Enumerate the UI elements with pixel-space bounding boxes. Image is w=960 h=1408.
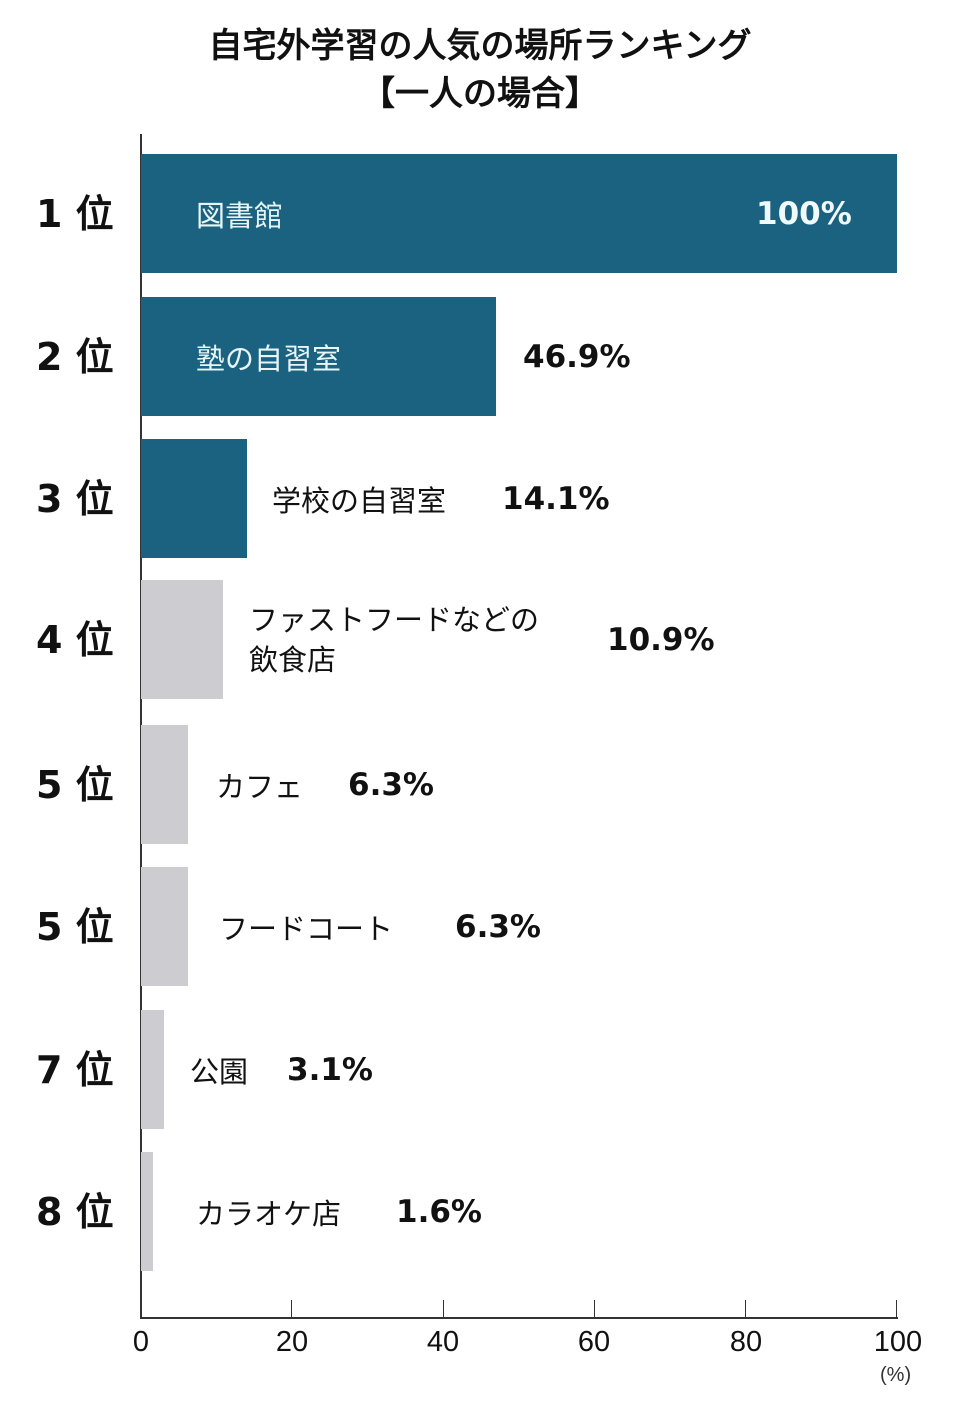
x-tick-label: 20 (275, 1326, 309, 1358)
category-label: 図書館 (196, 199, 284, 233)
bar (141, 439, 247, 558)
value-label: 3.1% (287, 1052, 373, 1088)
category-label: 塾の自習室 (196, 342, 342, 376)
value-label: 100% (756, 196, 852, 232)
bar-row-school-study-room: 3 位 学校の自習室 14.1% (0, 439, 960, 559)
bar-row-karaoke: 8 位 カラオケ店 1.6% (0, 1152, 960, 1272)
x-tick (594, 1300, 596, 1318)
category-label: カラオケ店 (196, 1197, 342, 1231)
category-label: 公園 (190, 1055, 249, 1089)
bar-row-fast-food: 4 位 ファストフードなどの 飲食店 10.9% (0, 580, 960, 700)
bar (141, 580, 223, 699)
x-tick-label: 60 (577, 1326, 611, 1358)
x-tick (745, 1300, 747, 1318)
rank-label: 3 位 (36, 477, 114, 521)
category-label: フードコート (219, 912, 394, 946)
value-label: 46.9% (523, 339, 631, 375)
x-tick (140, 1300, 142, 1318)
value-label: 1.6% (396, 1194, 482, 1230)
bar (141, 1152, 153, 1271)
bar (141, 297, 496, 416)
bar-row-cram-school-study-room: 2 位 塾の自習室 46.9% (0, 297, 960, 417)
x-tick (443, 1300, 445, 1318)
bar-row-cafe: 5 位 カフェ 6.3% (0, 725, 960, 845)
rank-label: 5 位 (36, 905, 114, 949)
bar-row-library: 1 位 図書館 100% (0, 154, 960, 274)
bar (141, 725, 188, 844)
x-axis-unit: (%) (880, 1364, 912, 1386)
value-label: 14.1% (502, 481, 610, 517)
x-tick-label: 40 (426, 1326, 460, 1358)
bar (141, 154, 897, 273)
rank-label: 7 位 (36, 1048, 114, 1092)
bar (141, 867, 188, 986)
category-label: 学校の自習室 (272, 484, 447, 518)
y-axis-line (140, 134, 142, 1318)
x-tick-label: 80 (729, 1326, 763, 1358)
chart-title: 自宅外学習の人気の場所ランキング (208, 26, 752, 66)
rank-label: 8 位 (36, 1190, 114, 1234)
category-label: カフェ (216, 770, 304, 804)
value-label: 6.3% (348, 767, 434, 803)
rank-label: 5 位 (36, 763, 114, 807)
value-label: 6.3% (455, 909, 541, 945)
bar (141, 1010, 164, 1129)
value-label: 10.9% (607, 622, 715, 658)
x-axis-line (140, 1317, 898, 1319)
rank-label: 1 位 (36, 192, 114, 236)
x-tick-label: 100 (873, 1326, 923, 1358)
bar-row-food-court: 5 位 フードコート 6.3% (0, 867, 960, 987)
category-label: ファストフードなどの 飲食店 (249, 603, 540, 677)
x-tick (291, 1300, 293, 1318)
x-tick-label: 0 (132, 1326, 150, 1358)
chart-subtitle: 【一人の場合】 (361, 74, 599, 114)
rank-label: 4 位 (36, 618, 114, 662)
bar-row-park: 7 位 公園 3.1% (0, 1010, 960, 1130)
rank-label: 2 位 (36, 335, 114, 379)
x-tick (896, 1300, 898, 1318)
